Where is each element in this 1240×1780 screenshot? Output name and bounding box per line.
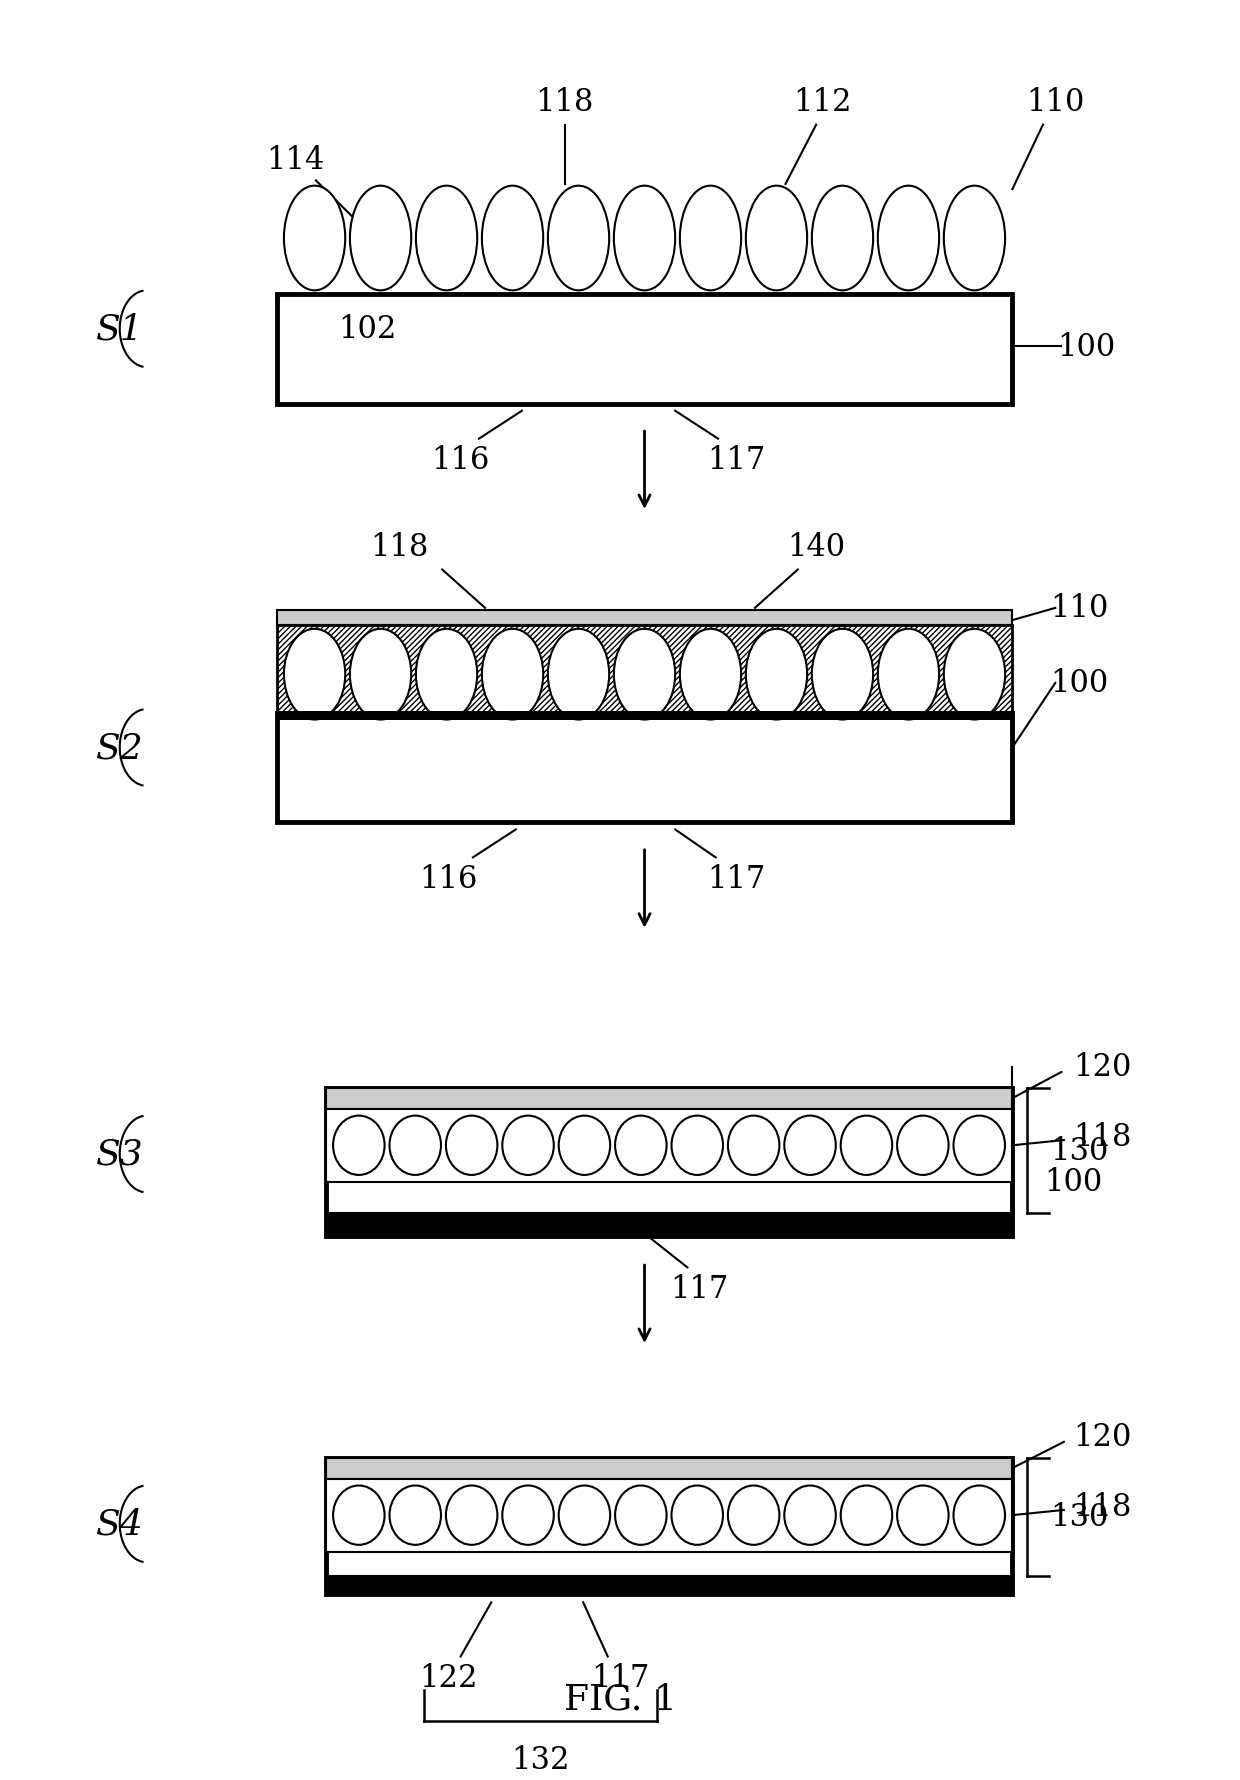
Text: 130: 130: [1050, 1136, 1109, 1166]
Ellipse shape: [284, 187, 345, 292]
Ellipse shape: [482, 187, 543, 292]
Ellipse shape: [841, 1116, 893, 1175]
Ellipse shape: [745, 187, 807, 292]
Bar: [326, 1458, 1012, 1479]
Ellipse shape: [548, 630, 609, 721]
Ellipse shape: [672, 1486, 723, 1545]
Bar: [326, 1088, 1012, 1109]
Text: 120: 120: [1074, 1052, 1132, 1082]
Text: FIG. 1: FIG. 1: [563, 1682, 677, 1716]
Bar: [326, 1577, 1012, 1593]
Ellipse shape: [389, 1116, 441, 1175]
Text: 110: 110: [1050, 593, 1109, 625]
Text: S4: S4: [95, 1508, 144, 1541]
Ellipse shape: [334, 1486, 384, 1545]
Ellipse shape: [615, 1486, 667, 1545]
Ellipse shape: [482, 630, 543, 721]
Text: S1: S1: [95, 313, 144, 347]
Text: 122: 122: [419, 1663, 477, 1693]
Bar: [326, 1458, 1012, 1593]
Ellipse shape: [745, 630, 807, 721]
Ellipse shape: [559, 1486, 610, 1545]
Text: 116: 116: [432, 445, 490, 475]
Text: 117: 117: [671, 1273, 729, 1305]
Text: 118: 118: [1074, 1492, 1132, 1522]
Ellipse shape: [728, 1486, 780, 1545]
Ellipse shape: [784, 1486, 836, 1545]
Ellipse shape: [446, 1486, 497, 1545]
Ellipse shape: [878, 187, 939, 292]
Bar: [277, 295, 1012, 404]
Text: 118: 118: [536, 87, 594, 117]
Ellipse shape: [415, 630, 477, 721]
Text: 118: 118: [1074, 1121, 1132, 1152]
Ellipse shape: [415, 187, 477, 292]
Text: 100: 100: [1044, 1166, 1102, 1198]
Ellipse shape: [614, 187, 675, 292]
Text: S2: S2: [95, 732, 144, 765]
Text: 117: 117: [707, 445, 765, 475]
Ellipse shape: [446, 1116, 497, 1175]
Text: 118: 118: [370, 532, 429, 562]
Bar: [277, 627, 1012, 717]
Bar: [326, 1088, 1012, 1237]
Ellipse shape: [680, 630, 742, 721]
Bar: [326, 1479, 1012, 1552]
Text: 120: 120: [1074, 1422, 1132, 1452]
Text: 140: 140: [787, 532, 846, 562]
Ellipse shape: [614, 630, 675, 721]
Text: 132: 132: [511, 1744, 569, 1775]
Ellipse shape: [944, 630, 1006, 721]
Ellipse shape: [284, 630, 345, 721]
Ellipse shape: [944, 187, 1006, 292]
Ellipse shape: [784, 1116, 836, 1175]
Ellipse shape: [350, 630, 412, 721]
Ellipse shape: [389, 1486, 441, 1545]
Ellipse shape: [502, 1116, 554, 1175]
Text: 130: 130: [1050, 1502, 1109, 1533]
Bar: [326, 1109, 1012, 1182]
Ellipse shape: [954, 1116, 1004, 1175]
Bar: [326, 1214, 1012, 1237]
Bar: [277, 712, 1012, 721]
Ellipse shape: [954, 1486, 1004, 1545]
Ellipse shape: [672, 1116, 723, 1175]
Bar: [277, 714, 1012, 822]
Text: 114: 114: [265, 144, 324, 176]
Ellipse shape: [334, 1116, 384, 1175]
Ellipse shape: [680, 187, 742, 292]
Bar: [277, 611, 1012, 627]
Ellipse shape: [812, 187, 873, 292]
Text: 116: 116: [419, 863, 477, 894]
Text: 117: 117: [590, 1663, 650, 1693]
Text: 100: 100: [1050, 668, 1109, 700]
Ellipse shape: [812, 630, 873, 721]
Text: 110: 110: [1025, 87, 1085, 117]
Ellipse shape: [559, 1116, 610, 1175]
Text: S3: S3: [95, 1137, 144, 1171]
Text: 112: 112: [794, 87, 852, 117]
Ellipse shape: [897, 1116, 949, 1175]
Ellipse shape: [897, 1486, 949, 1545]
Ellipse shape: [615, 1116, 667, 1175]
Text: 117: 117: [707, 863, 765, 894]
Ellipse shape: [350, 187, 412, 292]
Ellipse shape: [841, 1486, 893, 1545]
Ellipse shape: [502, 1486, 554, 1545]
Text: 100: 100: [1056, 331, 1115, 363]
Ellipse shape: [728, 1116, 780, 1175]
Text: 102: 102: [339, 313, 397, 345]
Ellipse shape: [878, 630, 939, 721]
Ellipse shape: [548, 187, 609, 292]
